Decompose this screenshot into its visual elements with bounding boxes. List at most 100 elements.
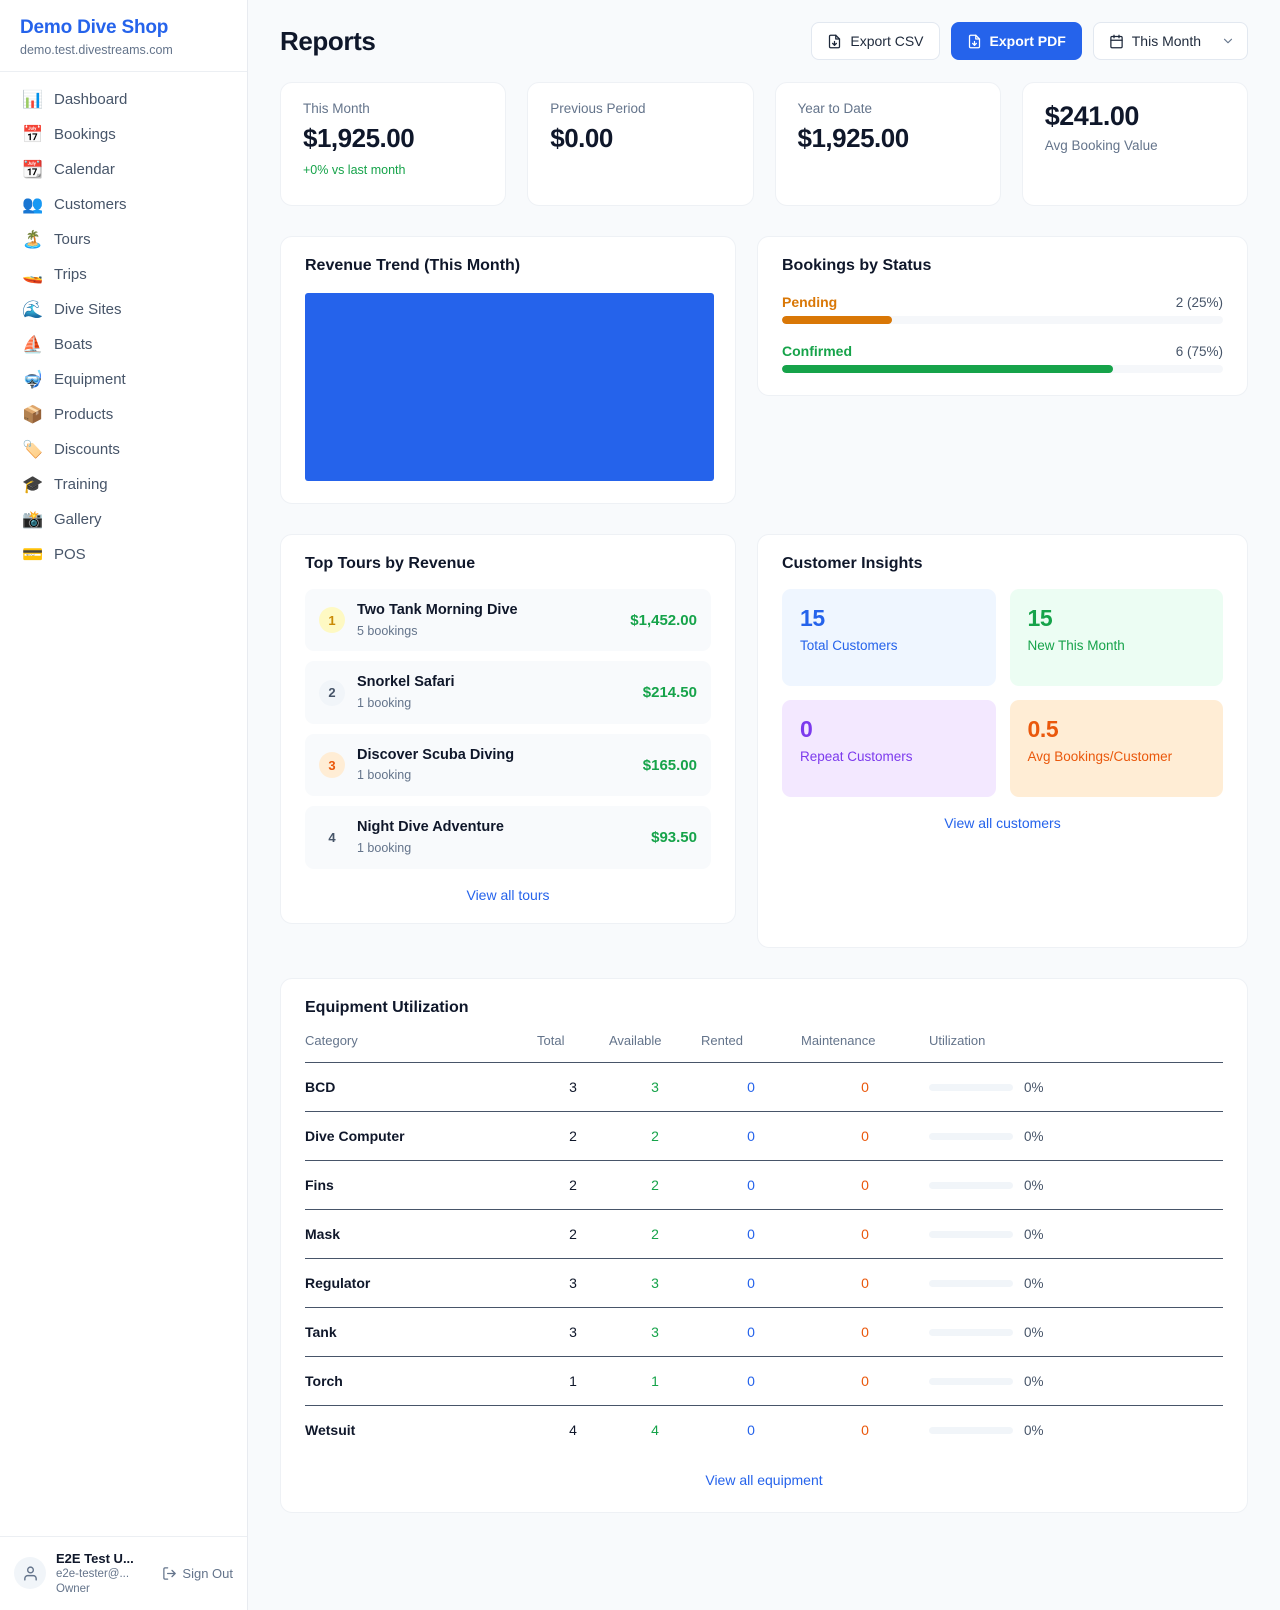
tour-row[interactable]: 4 Night Dive Adventure 1 booking $93.50 [305,806,711,869]
tours-insights-row: Top Tours by Revenue 1 Two Tank Morning D… [280,534,1248,948]
revenue-trend-card: Revenue Trend (This Month) [280,236,736,504]
sidebar-item-label: Gallery [54,510,102,528]
kpi-delta: +0% vs last month [303,163,406,177]
sidebar-item-equipment[interactable]: 🤿 Equipment [10,362,237,397]
tour-revenue: $214.50 [642,684,697,702]
sidebar-item-dashboard[interactable]: 📊 Dashboard [10,82,237,117]
utilization-track [929,1377,1013,1385]
sidebar-item-boats[interactable]: ⛵ Boats [10,327,237,362]
insight-value: 0.5 [1027,716,1059,742]
main-content: Reports Export CSV Expor [248,0,1280,1610]
user-name: E2E Test U... [56,1550,134,1566]
cell-rented: 0 [701,1209,801,1259]
insight-label: Total Customers [800,638,898,653]
cell-available: 3 [609,1062,701,1112]
sidebar-nav: 📊 Dashboard 📅 Bookings 📆 Calendar 👥 Customers 🏝️… [0,72,247,572]
kpi-card: Year to Date $1,925.00 [774,82,1001,206]
view-all-equipment-link[interactable]: View all equipment [705,1472,823,1488]
insight-label: Avg Bookings/Customer [1027,749,1173,764]
page-title: Reports [280,25,376,56]
kpi-label: Year to Date [797,101,873,116]
cell-total: 4 [537,1405,609,1454]
cell-rented: 0 [701,1356,801,1406]
insight-value: 15 [800,605,825,631]
kpi-value: $1,925.00 [303,123,415,153]
tour-row[interactable]: 3 Discover Scuba Diving 1 booking $165.00 [305,733,711,797]
calendar-icon [1110,34,1123,48]
top-tours-list: 1 Two Tank Morning Dive 5 bookings $1,452.0… [305,589,711,869]
logout-icon [163,1567,177,1580]
kpi-card: $241.00 Avg Booking Value [1021,82,1248,206]
people-icon: 👥 [22,194,44,214]
sidebar-item-label: Bookings [54,125,116,143]
avatar [14,1557,46,1590]
view-all-customers-link[interactable]: View all customers [944,815,1061,831]
cell-rented: 0 [701,1111,801,1161]
status-progress-fill [782,365,1113,373]
utilization-percent: 0% [1024,1422,1044,1438]
cell-maintenance: 0 [801,1209,929,1259]
cell-total: 2 [537,1160,609,1210]
tour-revenue: $1,452.00 [630,611,697,629]
camera-icon: 📸 [22,509,44,529]
utilization-track [929,1083,1013,1091]
sidebar-item-discounts[interactable]: 🏷️ Discounts [10,432,237,467]
status-progress-fill [782,316,893,324]
export-csv-button[interactable]: Export CSV [811,22,940,60]
cell-utilization: 0% [929,1160,1223,1210]
status-row: Confirmed 6 (75%) [782,343,1223,373]
user-meta: E2E Test U... e2e-tester@... Owner [56,1550,152,1598]
cell-utilization: 0% [929,1209,1223,1259]
sidebar-item-label: Tours [54,230,91,248]
tour-row[interactable]: 2 Snorkel Safari 1 booking $214.50 [305,661,711,724]
sign-out-button[interactable]: Sign Out [162,1566,233,1581]
charts-row: Revenue Trend (This Month) Bookings by S… [280,236,1248,504]
cell-category: Tank [305,1307,537,1357]
sidebar-item-customers[interactable]: 👥 Customers [10,187,237,222]
tour-row[interactable]: 1 Two Tank Morning Dive 5 bookings $1,452.0… [305,589,711,652]
view-all-tours-link[interactable]: View all tours [466,886,550,903]
brand-block[interactable]: Demo Dive Shop demo.test.divestreams.com [0,0,247,72]
customer-insights-tiles: 15 Total Customers 15 New This Month 0 Repeat… [782,589,1223,797]
revenue-trend-chart [305,293,714,481]
export-pdf-button[interactable]: Export PDF [950,22,1082,60]
date-range-select[interactable]: This Month [1092,22,1248,60]
sidebar-item-trips[interactable]: 🚤 Trips [10,257,237,292]
sidebar-item-gallery[interactable]: 📸 Gallery [10,502,237,537]
equipment-utilization-card: Equipment Utilization Category Total Ava… [280,978,1248,1513]
table-row: Torch 1 1 0 0 0% [305,1356,1223,1406]
tag-icon: 🏷️ [22,439,44,459]
cell-total: 2 [537,1209,609,1259]
sidebar-item-dive-sites[interactable]: 🌊 Dive Sites [10,292,237,327]
sidebar-item-products[interactable]: 📦 Products [10,397,237,432]
rank-badge: 4 [328,830,336,846]
sidebar-item-pos[interactable]: 💳 POS [10,537,237,572]
table-row: Dive Computer 2 2 0 0 0% [305,1111,1223,1161]
kpi-label: Avg Booking Value [1044,138,1158,153]
sidebar-item-tours[interactable]: 🏝️ Tours [10,222,237,257]
utilization-percent: 0% [1024,1079,1044,1095]
sidebar-item-bookings[interactable]: 📅 Bookings [10,117,237,152]
table-row: BCD 3 3 0 0 0% [305,1062,1223,1112]
date-range-label: This Month [1131,33,1201,49]
sidebar-item-calendar[interactable]: 📆 Calendar [10,152,237,187]
speedboat-icon: 🚤 [22,264,44,284]
diving-mask-icon: 🤿 [22,369,44,389]
graduation-cap-icon: 🎓 [22,474,44,494]
utilization-track [929,1279,1013,1287]
cell-total: 3 [537,1062,609,1112]
cell-category: Wetsuit [305,1405,537,1454]
cell-utilization: 0% [929,1405,1223,1454]
equipment-table-body: BCD 3 3 0 0 0% Dive Computer 2 2 0 0 0% Fins 2 2 0 0 0% Ma… [305,1062,1223,1454]
sidebar-item-label: Boats [54,335,93,353]
sidebar-item-label: Discounts [54,440,120,458]
insight-value: 15 [1027,605,1053,631]
col-maintenance: Maintenance [801,1033,876,1048]
cell-total: 3 [537,1258,609,1308]
wave-icon: 🌊 [22,299,44,319]
sidebar-item-label: Dive Sites [54,300,122,318]
status-progress-track [782,316,1223,324]
insight-value: 0 [800,716,813,742]
sidebar-item-training[interactable]: 🎓 Training [10,467,237,502]
